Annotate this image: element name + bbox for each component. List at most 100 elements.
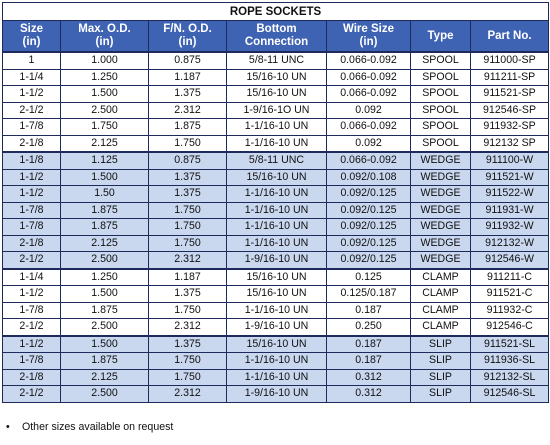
- header-max-od-line2: (in): [95, 36, 114, 48]
- cell-fn-od: 1.750: [148, 301, 227, 319]
- cell-wire-size: 0.125/0.187: [326, 285, 411, 303]
- cell-max-od: 1.500: [60, 335, 149, 353]
- cell-fn-od: 1.375: [148, 168, 227, 186]
- cell-bottom-connection: 15/16-10 UN: [226, 268, 327, 286]
- header-fn-od-line2: (in): [178, 36, 197, 48]
- cell-fn-od: 0.875: [148, 151, 227, 170]
- table-row: 1-1/2 1.50 1.375 1-1/16-10 UN 0.092/0.125 WED…: [2, 185, 550, 203]
- cell-wire-size: 0.250: [326, 318, 411, 336]
- header-wire-size: Wire Size (in): [326, 20, 411, 53]
- cell-fn-od: 1.750: [148, 352, 227, 370]
- cell-part-no: 912546-SL: [469, 385, 550, 403]
- cell-part-no: 912546-SP: [469, 101, 550, 119]
- cell-size: 1-1/2: [2, 85, 61, 103]
- cell-bottom-connection: 1-1/16-10 UN: [226, 301, 327, 319]
- header-bottom-connection-line2: Connection: [244, 36, 309, 48]
- cell-size: 1-7/8: [2, 218, 61, 236]
- table-row: 1 1.000 0.875 5/8-11 UNC 0.066-0.092 SPOOL 911…: [2, 51, 550, 70]
- cell-part-no: 911211-SP: [469, 68, 550, 86]
- header-bottom-connection-line1: Bottom: [256, 23, 297, 35]
- cell-fn-od: 1.375: [148, 335, 227, 353]
- cell-bottom-connection: 5/8-11 UNC: [226, 51, 327, 70]
- cell-part-no: 911522-W: [469, 185, 550, 203]
- cell-part-no: 912132 SP: [469, 134, 550, 153]
- table-row: 1-1/2 1.500 1.375 15/16-10 UN 0.187 SLIP 91152…: [2, 335, 550, 353]
- header-part-no-line1: Part No.: [487, 29, 532, 42]
- cell-part-no: 911521-C: [469, 285, 550, 303]
- cell-wire-size: 0.092/0.125: [326, 251, 411, 269]
- cell-part-no: 911936-SL: [469, 352, 550, 370]
- cell-size: 1-1/2: [2, 168, 61, 186]
- cell-size: 2-1/8: [2, 134, 61, 153]
- cell-part-no: 911521-SP: [469, 85, 550, 103]
- cell-size: 1-7/8: [2, 352, 61, 370]
- cell-part-no: 912132-W: [469, 234, 550, 252]
- column-header-row: Size (in) Max. O.D. (in) F/N. O.D. (in) Bot…: [2, 20, 550, 53]
- cell-size: 1-7/8: [2, 118, 61, 136]
- cell-wire-size: 0.092/0.125: [326, 201, 411, 219]
- cell-type: CLAMP: [410, 318, 471, 336]
- cell-size: 1: [2, 51, 61, 70]
- cell-part-no: 911521-SL: [469, 335, 550, 353]
- header-wire-size-line1: Wire Size: [342, 23, 395, 35]
- cell-fn-od: 1.187: [148, 68, 227, 86]
- cell-fn-od: 1.187: [148, 268, 227, 286]
- cell-fn-od: 2.312: [148, 101, 227, 119]
- cell-wire-size: 0.092/0.125: [326, 218, 411, 236]
- cell-size: 2-1/2: [2, 385, 61, 403]
- cell-fn-od: 1.750: [148, 201, 227, 219]
- row-group-4: 1-1/2 1.500 1.375 15/16-10 UN 0.187 SLIP 91152…: [2, 335, 550, 403]
- table-row: 2-1/2 2.500 2.312 1-9/16-10 UN 0.092/0.125 WE…: [2, 251, 550, 269]
- cell-wire-size: 0.092: [326, 101, 411, 119]
- cell-max-od: 1.125: [60, 151, 149, 170]
- cell-bottom-connection: 1-1/16-10 UN: [226, 118, 327, 136]
- cell-max-od: 1.500: [60, 285, 149, 303]
- rope-sockets-table: ROPE SOCKETS Size (in) Max. O.D. (in) F/N.…: [1, 2, 550, 403]
- footnote: • Other sizes available on request: [6, 421, 173, 433]
- table-row: 1-1/2 1.500 1.375 15/16-10 UN 0.066-0.092 SPO…: [2, 85, 550, 103]
- cell-max-od: 1.750: [60, 118, 149, 136]
- cell-size: 2-1/8: [2, 234, 61, 252]
- cell-size: 2-1/2: [2, 251, 61, 269]
- header-fn-od: F/N. O.D. (in): [148, 20, 227, 53]
- cell-wire-size: 0.187: [326, 352, 411, 370]
- table-row: 2-1/8 2.125 1.750 1-1/16-10 UN 0.312 SLIP 9121…: [2, 368, 550, 386]
- cell-max-od: 2.500: [60, 251, 149, 269]
- header-part-no: Part No.: [469, 20, 550, 53]
- table-row: 1-7/8 1.875 1.750 1-1/16-10 UN 0.187 SLIP 9119…: [2, 352, 550, 370]
- cell-max-od: 1.250: [60, 268, 149, 286]
- cell-size: 1-1/4: [2, 68, 61, 86]
- table-row: 1-1/2 1.500 1.375 15/16-10 UN 0.092/0.108 WED…: [2, 168, 550, 186]
- header-size-line2: (in): [22, 36, 41, 48]
- cell-bottom-connection: 1-9/16-10 UN: [226, 318, 327, 336]
- table-title: ROPE SOCKETS: [1, 2, 550, 21]
- cell-wire-size: 0.066-0.092: [326, 68, 411, 86]
- row-group-2: 1-1/8 1.125 0.875 5/8-11 UNC 0.066-0.092 WEDG…: [2, 151, 550, 269]
- cell-fn-od: 2.312: [148, 318, 227, 336]
- cell-bottom-connection: 15/16-10 UN: [226, 335, 327, 353]
- cell-size: 2-1/2: [2, 318, 61, 336]
- cell-max-od: 1.875: [60, 352, 149, 370]
- header-size: Size (in): [2, 20, 61, 53]
- header-bottom-connection: Bottom Connection: [226, 20, 327, 53]
- cell-size: 1-1/4: [2, 268, 61, 286]
- cell-part-no: 911932-C: [469, 301, 550, 319]
- cell-bottom-connection: 15/16-10 UN: [226, 68, 327, 86]
- cell-wire-size: 0.066-0.092: [326, 51, 411, 70]
- cell-type: WEDGE: [410, 251, 471, 269]
- cell-bottom-connection: 15/16-10 UN: [226, 168, 327, 186]
- cell-fn-od: 1.750: [148, 234, 227, 252]
- cell-wire-size: 0.066-0.092: [326, 85, 411, 103]
- cell-size: 1-7/8: [2, 201, 61, 219]
- cell-bottom-connection: 15/16-10 UN: [226, 285, 327, 303]
- cell-part-no: 911000-SP: [469, 51, 550, 70]
- cell-max-od: 1.000: [60, 51, 149, 70]
- cell-type: CLAMP: [410, 268, 471, 286]
- row-group-1: 1 1.000 0.875 5/8-11 UNC 0.066-0.092 SPOOL 911…: [2, 51, 550, 153]
- cell-wire-size: 0.092/0.108: [326, 168, 411, 186]
- cell-max-od: 1.500: [60, 168, 149, 186]
- cell-bottom-connection: 1-1/16-10 UN: [226, 234, 327, 252]
- cell-max-od: 2.500: [60, 385, 149, 403]
- cell-size: 2-1/8: [2, 368, 61, 386]
- cell-size: 1-1/2: [2, 185, 61, 203]
